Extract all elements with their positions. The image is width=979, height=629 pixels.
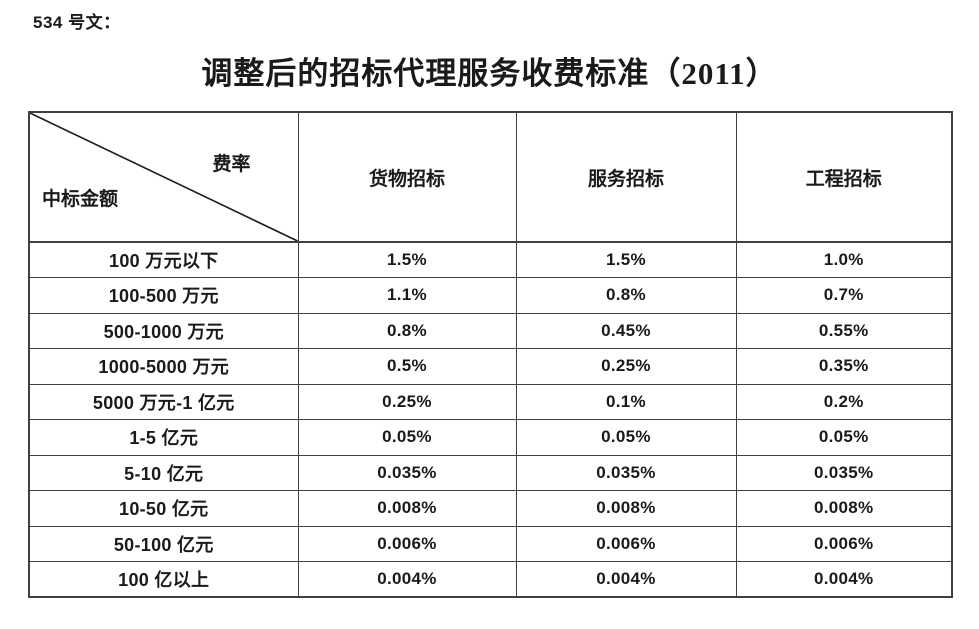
table-row: 50-100 亿元 0.006% 0.006% 0.006% [28, 525, 953, 562]
rate-value: 0.45% [515, 312, 737, 349]
rate-value: 0.004% [735, 561, 953, 598]
row-amount-label: 5000 万元-1 亿元 [28, 383, 299, 420]
rate-value: 0.8% [297, 312, 517, 349]
rate-value: 0.5% [297, 348, 517, 385]
table-row: 100 万元以下 1.5% 1.5% 1.0% [28, 241, 953, 278]
rate-value: 0.05% [297, 419, 517, 456]
page-title: 调整后的招标代理服务收费标准（2011） [201, 56, 778, 91]
rate-value: 0.25% [297, 383, 517, 420]
row-amount-label: 100-500 万元 [28, 277, 299, 314]
row-amount-label: 100 亿以上 [28, 561, 299, 598]
rate-value: 0.035% [515, 454, 737, 491]
table-row: 1000-5000 万元 0.5% 0.25% 0.35% [28, 348, 953, 385]
table-row: 500-1000 万元 0.8% 0.45% 0.55% [28, 312, 953, 349]
rate-value: 0.1% [515, 383, 737, 420]
fee-rate-table: 费率 中标金额 货物招标 服务招标 工程招标 100 万元以下 1.5% 1.5% 1… [28, 111, 953, 598]
table-row: 5000 万元-1 亿元 0.25% 0.1% 0.2% [28, 383, 953, 420]
row-amount-label: 10-50 亿元 [28, 490, 299, 527]
diagonal-divider-line [30, 113, 298, 241]
header-row: 费率 中标金额 货物招标 服务招标 工程招标 [28, 111, 953, 243]
row-amount-label: 50-100 亿元 [28, 525, 299, 562]
rate-value: 0.55% [735, 312, 953, 349]
row-amount-label: 500-1000 万元 [28, 312, 299, 349]
rate-value: 0.35% [735, 348, 953, 385]
row-amount-label: 1-5 亿元 [28, 419, 299, 456]
rate-value: 0.8% [515, 277, 737, 314]
rate-value: 1.1% [297, 277, 517, 314]
rate-value: 0.006% [297, 525, 517, 562]
rate-value: 0.7% [735, 277, 953, 314]
rate-value: 0.008% [297, 490, 517, 527]
rate-value: 0.004% [297, 561, 517, 598]
diagonal-corner-cell: 费率 中标金额 [28, 111, 299, 243]
rate-value: 1.5% [515, 241, 737, 278]
row-amount-label: 5-10 亿元 [28, 454, 299, 491]
row-amount-label: 1000-5000 万元 [28, 348, 299, 385]
rate-value: 0.035% [735, 454, 953, 491]
table-row: 100 亿以上 0.004% 0.004% 0.004% [28, 561, 953, 598]
rate-value: 0.006% [515, 525, 737, 562]
corner-amount-label: 中标金额 [42, 189, 119, 210]
table-body: 100 万元以下 1.5% 1.5% 1.0% 100-500 万元 1.1% 0.8% 0.… [28, 241, 953, 598]
rate-value: 0.008% [735, 490, 953, 527]
table-row: 1-5 亿元 0.05% 0.05% 0.05% [28, 419, 953, 456]
doc-number-label: 534 号文： [33, 13, 121, 32]
rate-value: 0.05% [735, 419, 953, 456]
column-header-engineering: 工程招标 [735, 111, 953, 243]
rate-value: 1.0% [735, 241, 953, 278]
table-header: 费率 中标金额 货物招标 服务招标 工程招标 [28, 111, 953, 243]
table-row: 5-10 亿元 0.035% 0.035% 0.035% [28, 454, 953, 491]
column-header-services: 服务招标 [515, 111, 737, 243]
table-row: 100-500 万元 1.1% 0.8% 0.7% [28, 277, 953, 314]
table-row: 10-50 亿元 0.008% 0.008% 0.008% [28, 490, 953, 527]
rate-value: 0.035% [297, 454, 517, 491]
row-amount-label: 100 万元以下 [28, 241, 299, 278]
rate-value: 0.004% [515, 561, 737, 598]
rate-value: 0.25% [515, 348, 737, 385]
rate-value: 0.006% [735, 525, 953, 562]
column-header-goods: 货物招标 [297, 111, 517, 243]
rate-value: 1.5% [297, 241, 517, 278]
rate-value: 0.05% [515, 419, 737, 456]
rate-value: 0.008% [515, 490, 737, 527]
rate-value: 0.2% [735, 383, 953, 420]
corner-rate-label: 费率 [212, 154, 251, 175]
